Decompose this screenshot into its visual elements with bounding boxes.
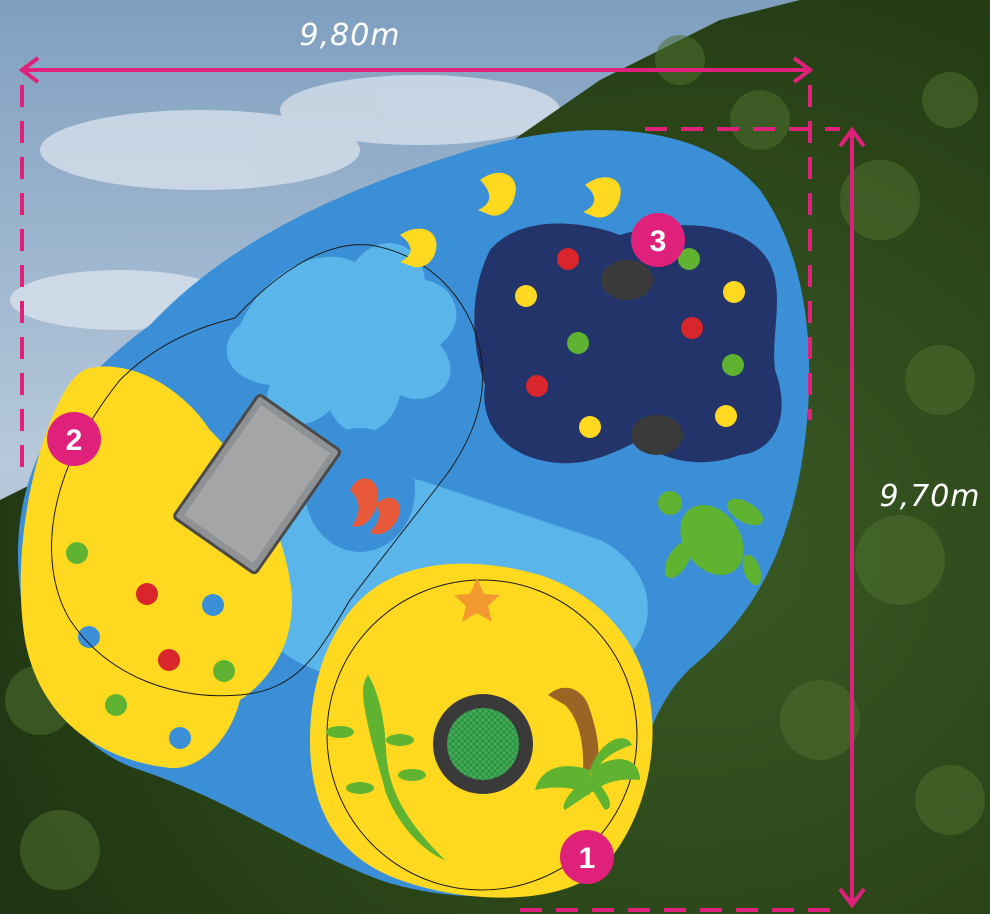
slide-icon [173, 394, 342, 575]
turtle-icon [658, 491, 764, 586]
safety-zone-outline-top [51, 244, 484, 697]
safety-zone-outline-bottom [326, 579, 638, 891]
palm-tree-icon [535, 687, 640, 810]
shallow-water [226, 242, 457, 433]
marker-1: 1 [560, 830, 614, 884]
starfish-icon [454, 578, 500, 622]
marker-2-label: 2 [66, 424, 83, 457]
cloud-shapes [10, 75, 560, 330]
sand-zone-dots [66, 542, 235, 749]
marker-1-label: 1 [579, 842, 596, 875]
width-dimension [18, 56, 814, 480]
width-label: 9,80m [299, 18, 400, 53]
deep-zone-dots [515, 248, 745, 455]
trampoline-icon [433, 694, 533, 794]
deep-zone [474, 223, 782, 464]
marker-2: 2 [47, 412, 101, 466]
height-label: 9,70m [879, 479, 980, 514]
shrimp-icon [350, 478, 400, 535]
fish-icon [400, 172, 621, 268]
marker-3-label: 3 [650, 225, 667, 258]
alligator-icon [326, 675, 445, 860]
marker-3: 3 [631, 213, 685, 267]
height-dimension [520, 126, 866, 912]
